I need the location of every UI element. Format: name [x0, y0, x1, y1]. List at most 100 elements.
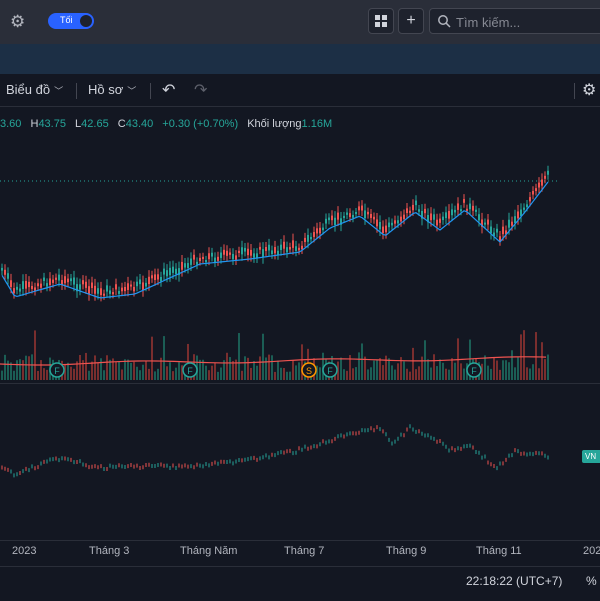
gear-icon[interactable]: ⚙	[582, 82, 597, 99]
candle-body	[520, 209, 522, 217]
volume-bar	[349, 355, 351, 380]
candle-body	[457, 203, 459, 210]
candle-body	[121, 287, 123, 292]
candle-body	[31, 285, 33, 289]
volume-bar	[118, 361, 120, 380]
candle-body	[469, 203, 471, 210]
volume-bar	[358, 352, 360, 380]
candle-body	[319, 227, 321, 234]
low-value: 42.65	[81, 118, 109, 130]
high-key: H	[30, 118, 39, 130]
volume-value: 1.16M	[301, 118, 333, 130]
volume-bar	[541, 342, 543, 380]
candle-body	[400, 216, 402, 222]
volume-bar	[235, 359, 237, 380]
layout-button[interactable]	[368, 8, 394, 34]
candle-body	[430, 213, 432, 221]
search-box[interactable]	[429, 8, 600, 34]
candle-body	[355, 212, 357, 215]
gear-icon[interactable]: ⚙	[10, 12, 26, 31]
candle-body	[424, 208, 426, 214]
volume-bar	[298, 362, 300, 380]
candle-body	[235, 255, 237, 260]
candle-body	[211, 252, 213, 257]
redo-icon[interactable]: ↷	[194, 82, 208, 99]
undo-icon[interactable]: ↶	[162, 82, 176, 99]
toggle-knob	[80, 15, 92, 27]
theme-toggle[interactable]: Tối	[48, 13, 94, 29]
candle-body	[322, 227, 324, 231]
volume-bar	[433, 354, 435, 380]
top-bar: ⚙ Tối +	[0, 0, 600, 44]
candle-body	[436, 219, 438, 226]
volume-bar	[460, 363, 462, 380]
volume-bar	[295, 365, 297, 380]
volume-bar	[115, 361, 117, 380]
volume-bar	[355, 367, 357, 380]
candle-body	[367, 211, 369, 215]
candle-body	[10, 280, 12, 287]
candle-body	[73, 277, 75, 285]
candle-body	[307, 234, 309, 242]
volume-bar	[346, 370, 348, 380]
ohlc-legend: 3.60 H43.75 L42.65 C43.40 +0.30 (+0.70%)…	[0, 118, 332, 130]
volume-bar	[244, 356, 246, 380]
volume-bar	[367, 369, 369, 380]
candle-body	[490, 226, 492, 234]
candle-body	[508, 219, 510, 228]
volume-bar	[16, 360, 18, 380]
candle-body	[475, 209, 477, 212]
candle-body	[262, 249, 264, 257]
candle-body	[202, 256, 204, 259]
candle-body	[346, 212, 348, 215]
candle-body	[493, 232, 495, 236]
candle-body	[454, 209, 456, 213]
candle-body	[241, 247, 243, 255]
candle-body	[511, 221, 513, 226]
volume-bar	[499, 369, 501, 380]
volume-bar	[217, 371, 219, 380]
change-value: +0.30 (+0.70%)	[162, 118, 239, 130]
time-axis-label: Tháng 9	[386, 545, 427, 557]
volume-bar	[88, 370, 90, 380]
percent-toggle[interactable]: %	[586, 574, 597, 588]
candle-body	[541, 179, 543, 186]
candle-body	[217, 256, 219, 261]
search-input[interactable]	[454, 13, 598, 31]
candle-body	[517, 211, 519, 219]
candle-body	[466, 208, 468, 211]
volume-bar	[490, 368, 492, 380]
chart-menu[interactable]: Biểu đồ ﹀	[6, 82, 63, 97]
candle-body	[418, 209, 420, 212]
search-icon	[438, 15, 451, 28]
candle-body	[130, 284, 132, 287]
volume-bar	[70, 366, 72, 380]
volume-bar	[511, 350, 513, 380]
volume-bar	[430, 367, 432, 380]
profile-menu[interactable]: Hồ sơ ﹀	[88, 82, 136, 97]
volume-bar	[256, 365, 258, 380]
candle-body	[49, 278, 51, 285]
candle-body	[460, 209, 462, 212]
volume-bar	[232, 361, 234, 380]
candle-body	[406, 208, 408, 214]
time-axis-label: 202	[583, 545, 600, 557]
event-marker	[466, 362, 482, 378]
candle-body	[100, 288, 102, 296]
add-button[interactable]: +	[398, 8, 424, 34]
candle-body	[427, 215, 429, 223]
volume-bar	[142, 364, 144, 380]
volume-bar	[319, 367, 321, 380]
candle-body	[145, 282, 147, 287]
volume-bar	[412, 347, 414, 380]
volume-bar	[280, 367, 282, 380]
volume-bar	[517, 357, 519, 380]
volume-bar	[97, 362, 99, 380]
volume-bar	[85, 352, 87, 380]
event-marker	[322, 362, 338, 378]
volume-bar	[442, 362, 444, 380]
volume-bar	[388, 358, 390, 380]
candle-body	[304, 237, 306, 243]
candle-body	[352, 214, 354, 218]
